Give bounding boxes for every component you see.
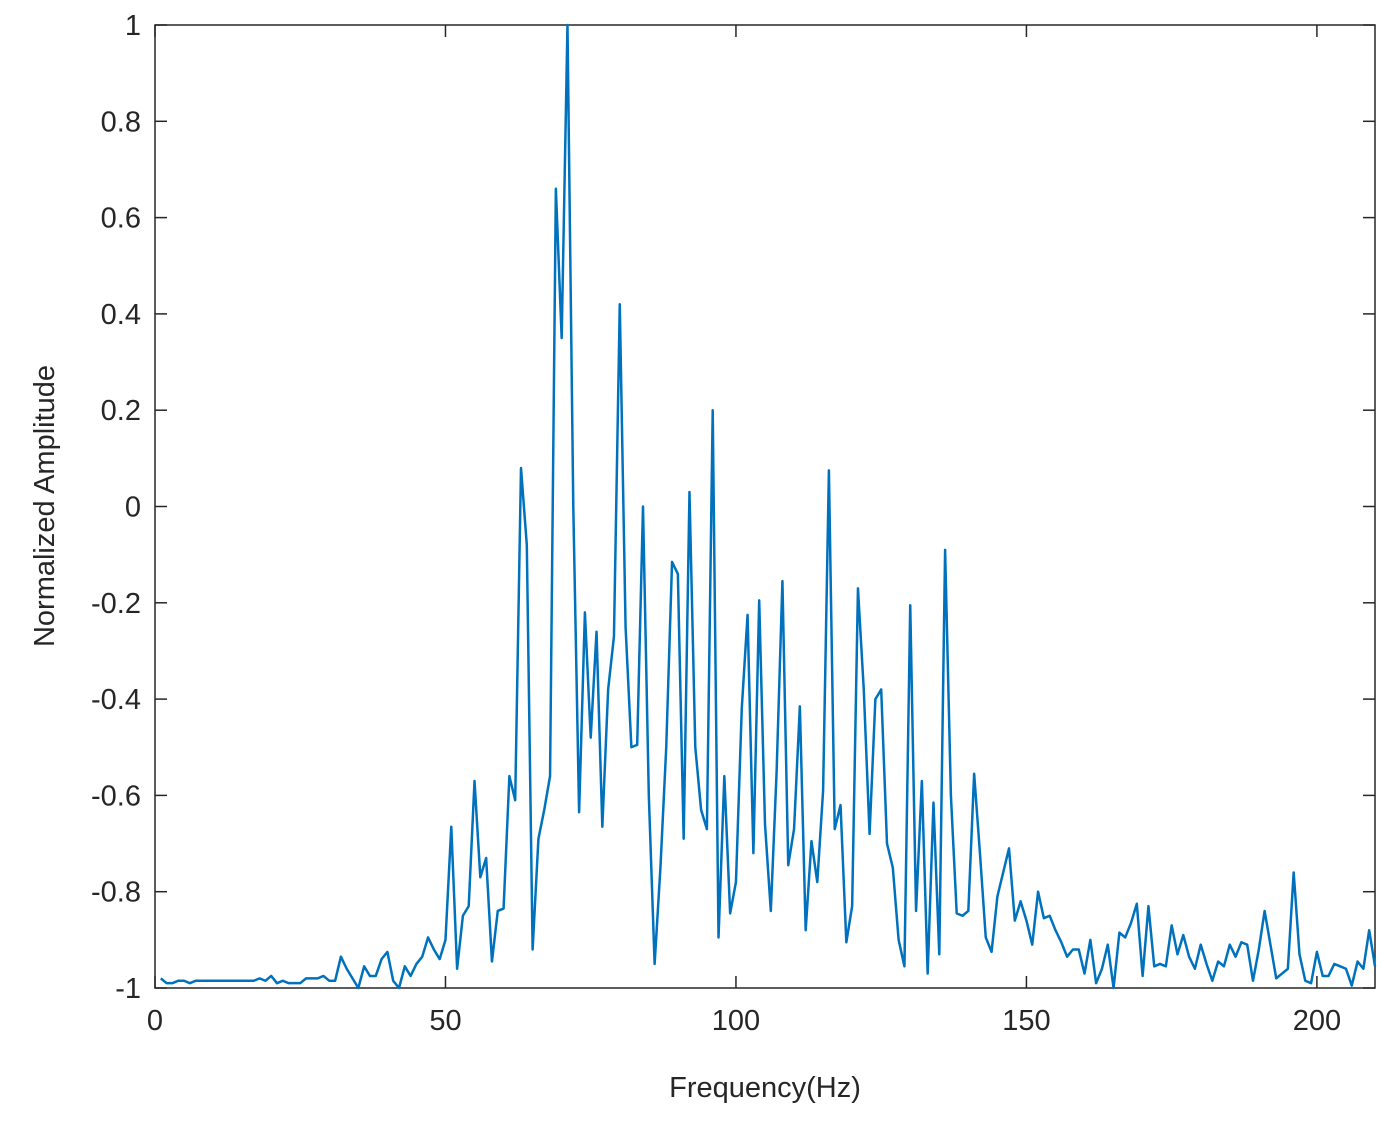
y-tick-label: 1: [125, 10, 141, 42]
y-tick-label: 0.2: [101, 395, 141, 427]
y-tick-label: 0: [125, 492, 141, 524]
x-tick-label: 200: [1293, 1005, 1341, 1037]
y-tick-label: -0.6: [91, 780, 141, 812]
y-tick-label: -0.8: [91, 877, 141, 909]
x-tick-label: 0: [147, 1005, 163, 1037]
x-tick-label: 50: [429, 1005, 461, 1037]
y-axis-label: Normalized Amplitude: [29, 365, 61, 647]
x-tick-label: 100: [712, 1005, 760, 1037]
y-tick-label: -0.2: [91, 588, 141, 620]
y-tick-label: 0.8: [101, 106, 141, 138]
y-tick-label: 0.6: [101, 203, 141, 235]
y-tick-label: -1: [115, 973, 141, 1005]
y-tick-label: -0.4: [91, 684, 141, 716]
x-tick-label: 150: [1002, 1005, 1050, 1037]
y-tick-label: 0.4: [101, 299, 141, 331]
x-axis-label: Frequency(Hz): [669, 1072, 861, 1104]
data-line: [160, 23, 1377, 990]
plot-frame: [154, 24, 1376, 989]
